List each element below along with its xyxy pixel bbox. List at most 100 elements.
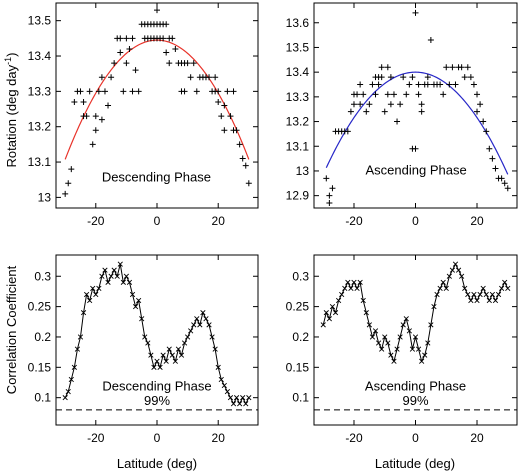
data-point	[233, 127, 240, 134]
data-point	[114, 273, 120, 279]
data-point	[188, 328, 194, 334]
data-point	[193, 88, 200, 95]
data-point	[369, 81, 376, 88]
data-point	[467, 74, 474, 81]
data-point	[446, 81, 453, 88]
data-point	[348, 285, 354, 292]
data-point	[326, 200, 333, 207]
y-tick-label: 0.25	[286, 300, 310, 314]
y-tick-label: 0.15	[28, 360, 52, 374]
data-point	[403, 91, 410, 98]
data-point	[440, 91, 447, 98]
data-point	[145, 340, 151, 346]
y-tick-label: 13.2	[28, 120, 52, 134]
data-point	[427, 37, 434, 44]
data-point	[74, 346, 81, 352]
data-point	[471, 291, 477, 298]
y-tick-label: 0.2	[34, 330, 51, 344]
data-point	[123, 35, 130, 42]
data-point	[378, 64, 385, 71]
data-point	[378, 74, 385, 81]
data-point	[455, 267, 462, 273]
data-point	[406, 328, 412, 334]
data-point	[384, 91, 391, 98]
data-point	[194, 316, 200, 322]
y-tick-label: 12.9	[286, 189, 310, 203]
data-point	[461, 74, 468, 81]
data-point	[117, 49, 124, 56]
data-point	[360, 91, 367, 98]
data-point	[332, 310, 339, 316]
data-point	[136, 297, 142, 304]
data-point	[206, 74, 213, 81]
y-tick-label: 13.4	[286, 65, 310, 79]
fit-curve	[325, 71, 509, 175]
data-point	[239, 155, 246, 162]
data-point	[206, 322, 212, 328]
data-point	[452, 81, 459, 88]
data-point	[477, 101, 484, 108]
data-point	[126, 45, 133, 52]
data-point	[245, 180, 252, 187]
phase-annotation: Ascending Phase	[365, 378, 466, 393]
data-point	[464, 64, 471, 71]
data-point	[166, 60, 173, 67]
panel-top-right: -20 0 20 12.9 13 13.1 13.2 13.3 13.4 13.5 13.6 Asce…	[286, 2, 518, 228]
data-point	[83, 113, 90, 120]
data-point	[105, 279, 111, 285]
data-point	[166, 346, 172, 352]
data-point	[418, 101, 425, 108]
data-point	[86, 88, 93, 95]
data-point	[504, 185, 511, 192]
data-point	[372, 91, 379, 98]
data-point	[240, 395, 246, 401]
y-tick-label: 13.3	[286, 90, 310, 104]
data-point	[154, 7, 160, 14]
data-point	[415, 81, 422, 88]
data-point	[462, 285, 468, 292]
data-point	[384, 64, 391, 71]
data-point	[387, 101, 394, 108]
data-point	[394, 118, 401, 125]
data-point	[354, 91, 361, 98]
data-point	[68, 166, 75, 173]
data-point	[178, 352, 185, 358]
y-tick-label: 13.5	[28, 14, 52, 28]
panel-bottom-left: -20 0 20 0.1 0.15 0.2 0.25 0.3 99%Descending Pha…	[28, 254, 259, 445]
data-point	[397, 334, 403, 340]
data-point	[492, 297, 499, 304]
data-point	[172, 358, 178, 364]
data-point	[236, 141, 243, 148]
data-point	[394, 346, 400, 352]
threshold-label: 99%	[402, 393, 428, 408]
data-point	[212, 74, 219, 81]
data-point	[360, 297, 366, 304]
x-tick-label: -20	[87, 214, 105, 228]
data-point	[221, 127, 228, 134]
data-point	[419, 358, 425, 364]
data-point	[366, 322, 372, 328]
data-point	[428, 322, 434, 328]
data-point	[62, 190, 69, 197]
data-point	[77, 334, 84, 340]
data-point	[243, 401, 249, 407]
y-tick-label: 13.1	[286, 139, 310, 153]
data-point	[335, 297, 342, 304]
data-point	[160, 35, 167, 42]
data-point	[139, 316, 145, 322]
panel-top-left: -20 0 20 13 13.1 13.2 13.3 13.4 13.5 Descending P…	[28, 2, 259, 228]
data-point	[227, 113, 234, 120]
x-tick-label: 0	[154, 214, 161, 228]
data-point	[344, 128, 351, 135]
data-point	[391, 358, 397, 364]
data-point	[221, 102, 228, 109]
y-tick-label: 13	[296, 164, 310, 178]
data-point	[65, 388, 71, 395]
data-point	[477, 291, 483, 298]
data-point	[363, 310, 369, 316]
data-point	[400, 322, 406, 328]
y-tick-label: 0.2	[292, 330, 309, 344]
data-point	[459, 273, 465, 279]
data-point	[129, 88, 136, 95]
